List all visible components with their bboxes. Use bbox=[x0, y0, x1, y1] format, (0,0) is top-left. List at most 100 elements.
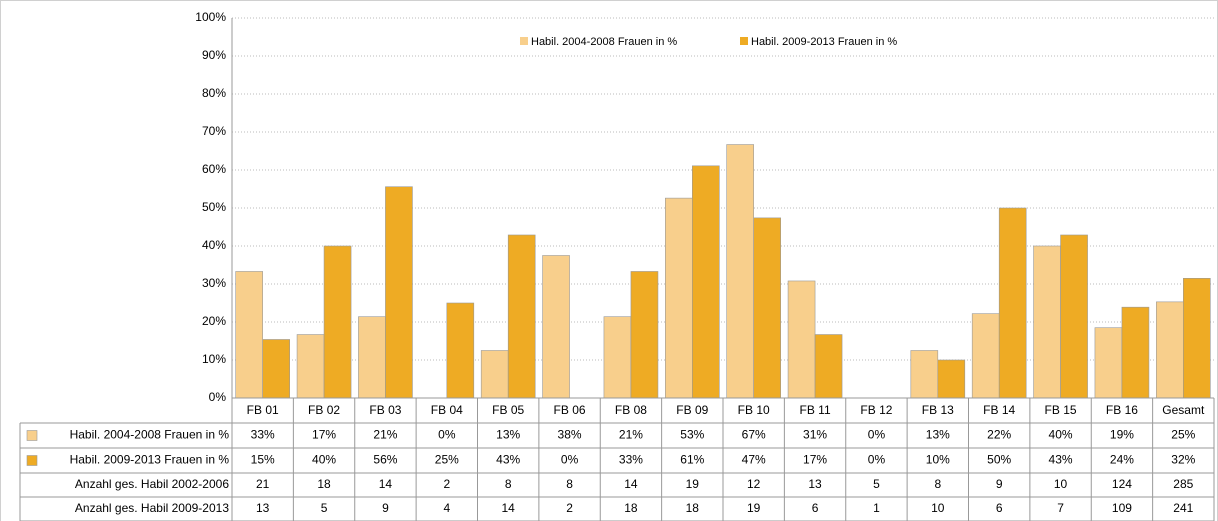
x-tick-label: FB 02 bbox=[308, 403, 340, 417]
table-cell: 6 bbox=[812, 501, 819, 515]
table-cell: 12 bbox=[747, 477, 761, 491]
table-cell: 109 bbox=[1112, 501, 1132, 515]
table-cell: 5 bbox=[321, 501, 328, 515]
table-cell: 9 bbox=[996, 477, 1003, 491]
bar bbox=[753, 217, 781, 399]
table-cell: 8 bbox=[934, 477, 941, 491]
x-tick-label: FB 05 bbox=[492, 403, 524, 417]
bar bbox=[630, 271, 659, 399]
bar bbox=[1156, 301, 1184, 399]
table-cell: 2 bbox=[443, 477, 450, 491]
table-cell: 43% bbox=[496, 453, 520, 467]
table-cell: 32% bbox=[1171, 453, 1195, 467]
bar bbox=[692, 165, 720, 399]
x-tick-label: FB 08 bbox=[615, 403, 647, 417]
table-cell: 18 bbox=[317, 477, 331, 491]
y-tick-label: 80% bbox=[202, 86, 226, 100]
y-tick-label: 90% bbox=[202, 48, 226, 62]
table-cell: 24% bbox=[1110, 453, 1134, 467]
bar bbox=[1183, 277, 1211, 399]
bar bbox=[542, 255, 570, 399]
table-cell: 13 bbox=[256, 501, 270, 515]
table-row-label: Habil. 2004-2008 Frauen in % bbox=[70, 428, 230, 442]
table-cell: 285 bbox=[1173, 477, 1193, 491]
x-tick-label: FB 16 bbox=[1106, 403, 1138, 417]
table-cell: 19% bbox=[1110, 428, 1134, 442]
bar bbox=[1033, 245, 1061, 399]
table-cell: 0% bbox=[868, 453, 886, 467]
table-cell: 19 bbox=[747, 501, 761, 515]
x-tick-label: FB 11 bbox=[800, 403, 831, 417]
table-cell: 13 bbox=[808, 477, 822, 491]
bar bbox=[262, 339, 290, 399]
table-cell: 0% bbox=[868, 428, 886, 442]
x-tick-label: FB 01 bbox=[247, 403, 279, 417]
table-cell: 56% bbox=[373, 453, 397, 467]
table-cell: 9 bbox=[382, 501, 389, 515]
table-cell: 8 bbox=[566, 477, 573, 491]
bar bbox=[603, 316, 632, 399]
table-cell: 33% bbox=[251, 428, 275, 442]
table-cell: 14 bbox=[379, 477, 393, 491]
table-cell: 14 bbox=[502, 501, 516, 515]
y-tick-label: 40% bbox=[202, 238, 226, 252]
legend-swatch bbox=[520, 37, 528, 45]
table-cell: 21 bbox=[256, 477, 270, 491]
y-tick-label: 0% bbox=[209, 390, 227, 404]
legend-label: Habil. 2009-2013 Frauen in % bbox=[751, 36, 897, 48]
table-cell: 17% bbox=[803, 453, 827, 467]
table-cell: 10 bbox=[1054, 477, 1068, 491]
table-cell: 22% bbox=[987, 428, 1011, 442]
table-cell: 25% bbox=[435, 453, 459, 467]
legend-swatch bbox=[26, 430, 38, 441]
y-tick-label: 60% bbox=[202, 162, 226, 176]
legend-swatch bbox=[740, 37, 748, 45]
table-row-label: Anzahl ges. Habil 2009-2013 bbox=[75, 501, 229, 515]
bar bbox=[296, 334, 325, 399]
table-cell: 6 bbox=[996, 501, 1003, 515]
table-cell: 40% bbox=[1049, 428, 1073, 442]
x-tick-label: FB 15 bbox=[1045, 403, 1077, 417]
table-cell: 5 bbox=[873, 477, 880, 491]
table-cell: 241 bbox=[1173, 501, 1193, 515]
x-tick-label: FB 03 bbox=[369, 403, 401, 417]
x-tick-label: Gesamt bbox=[1162, 403, 1205, 417]
table-cell: 17% bbox=[312, 428, 336, 442]
y-tick-label: 30% bbox=[202, 276, 226, 290]
bar bbox=[937, 359, 966, 399]
bar bbox=[358, 316, 386, 399]
table-cell: 13% bbox=[496, 428, 520, 442]
table-cell: 14 bbox=[624, 477, 638, 491]
table-row-label: Habil. 2009-2013 Frauen in % bbox=[70, 453, 230, 467]
table-cell: 43% bbox=[1049, 453, 1073, 467]
table-cell: 25% bbox=[1171, 428, 1195, 442]
x-tick-label: FB 12 bbox=[860, 403, 892, 417]
bar bbox=[665, 197, 693, 399]
y-tick-label: 10% bbox=[202, 352, 226, 366]
table-cell: 50% bbox=[987, 453, 1011, 467]
y-tick-label: 20% bbox=[202, 314, 226, 328]
bar bbox=[446, 302, 475, 399]
table-cell: 1 bbox=[873, 501, 880, 515]
bar bbox=[998, 207, 1027, 399]
table-cell: 0% bbox=[438, 428, 456, 442]
bar bbox=[726, 144, 754, 399]
table-cell: 10 bbox=[931, 501, 945, 515]
table-cell: 18 bbox=[686, 501, 700, 515]
x-tick-label: FB 10 bbox=[738, 403, 770, 417]
legend-swatch bbox=[26, 455, 38, 466]
table-cell: 61% bbox=[680, 453, 704, 467]
table-cell: 33% bbox=[619, 453, 643, 467]
table-cell: 38% bbox=[558, 428, 582, 442]
x-tick-label: FB 06 bbox=[554, 403, 586, 417]
table-cell: 2 bbox=[566, 501, 573, 515]
table-cell: 15% bbox=[251, 453, 275, 467]
bar bbox=[971, 313, 1000, 399]
table-cell: 67% bbox=[742, 428, 766, 442]
bar bbox=[1094, 327, 1123, 399]
bar bbox=[814, 334, 843, 399]
table-row-label: Anzahl ges. Habil 2002-2006 bbox=[75, 477, 229, 491]
table-cell: 21% bbox=[373, 428, 397, 442]
x-tick-label: FB 14 bbox=[983, 403, 1015, 417]
